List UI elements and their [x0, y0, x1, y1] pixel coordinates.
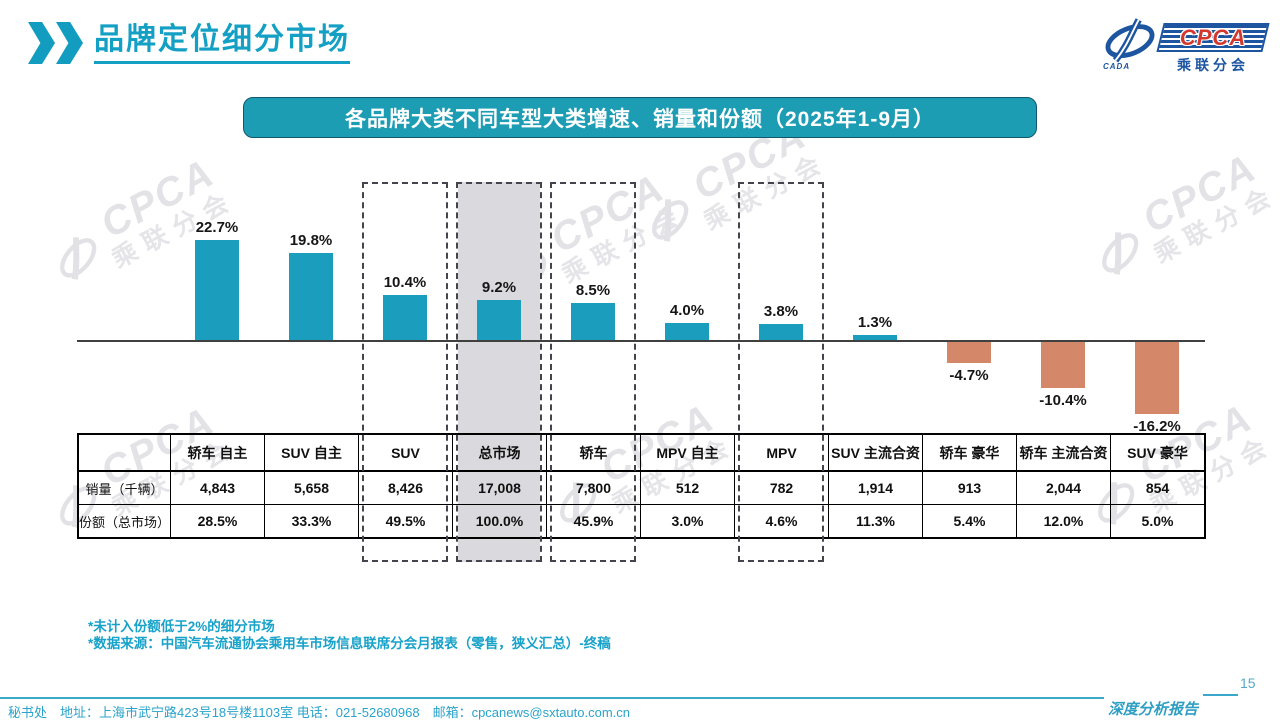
table-cell-share: 49.5% — [358, 505, 452, 537]
bar-轿车 主流合资 — [1041, 342, 1085, 389]
table-cell-share: 3.0% — [640, 505, 734, 537]
bar-value-label: 1.3% — [857, 314, 893, 332]
table-cell-share: 33.3% — [264, 505, 358, 537]
bar-MPV 自主 — [665, 323, 709, 341]
table-header-cell: MPV 自主 — [640, 435, 734, 470]
bar-轿车 自主 — [195, 239, 239, 341]
table-header-cell: MPV — [734, 435, 828, 470]
footnote-1: *未计入份额低于2%的细分市场 — [88, 619, 275, 634]
bar-value-label: 4.0% — [669, 302, 705, 320]
bar-轿车 豪华 — [947, 342, 991, 363]
bar-value-label: 9.2% — [481, 279, 517, 297]
footer-divider — [0, 697, 1104, 699]
table-header-cell: SUV 自主 — [264, 435, 358, 470]
bar-SUV 豪华 — [1135, 342, 1179, 415]
footer-contact: 秘书处 地址：上海市武宁路423号18号楼1103室 电话：021-526809… — [8, 705, 631, 720]
table-cell-sales: 7,800 — [546, 472, 640, 504]
chart-title-banner: 各品牌大类不同车型大类增速、销量和份额（2025年1-9月） — [243, 97, 1037, 138]
bar-value-label: 19.8% — [289, 231, 333, 249]
bar-MPV — [759, 324, 803, 341]
bar-总市场 — [477, 300, 521, 341]
table-cell-share: 100.0% — [452, 505, 546, 537]
bar-SUV 自主 — [289, 252, 333, 341]
table-share-row: 份额（总市场） 28.5% 33.3% 49.5% 100.0% 45.9% 3.0% 4.6… — [79, 504, 1204, 537]
table-row-label: 份额（总市场） — [79, 514, 171, 530]
table-header-cell: SUV 豪华 — [1110, 435, 1204, 470]
table-cell-sales: 8,426 — [358, 472, 452, 504]
table-cell-sales: 512 — [640, 472, 734, 504]
swoosh-oval-icon — [1105, 18, 1155, 63]
bar-轿车 — [571, 303, 615, 341]
table-header-cell: 轿车 豪华 — [922, 435, 1016, 470]
table-cell-sales: 4,843 — [170, 472, 264, 504]
bar-value-label: -4.7% — [949, 366, 989, 384]
cpca-wordmark-text: CPCA — [1179, 24, 1247, 50]
x-axis-line — [77, 340, 1205, 342]
table-cell-sales: 854 — [1110, 472, 1204, 504]
table-header-cell: 轿车 — [546, 435, 640, 470]
page-number: 15 — [1240, 675, 1256, 691]
table-header-cell: SUV — [358, 435, 452, 470]
table-cell-sales: 1,914 — [828, 472, 922, 504]
table-header-row: 轿车 自主 SUV 自主 SUV 总市场 轿车 MPV 自主 MPV SUV 主流合资 轿车 豪… — [79, 435, 1204, 471]
bar-value-label: 10.4% — [383, 273, 427, 291]
segment-table: 轿车 自主 SUV 自主 SUV 总市场 轿车 MPV 自主 MPV SUV 主流合资 轿车 豪… — [77, 433, 1206, 539]
table-cell-sales: 5,658 — [264, 472, 358, 504]
table-row-label — [79, 435, 170, 470]
bar-value-label: -16.2% — [1133, 418, 1181, 436]
table-row-label: 销量（千辆） — [85, 481, 164, 497]
page-title: 品牌定位细分市场 — [94, 22, 350, 64]
bar-value-label: 8.5% — [575, 282, 611, 300]
cpca-emblem-icon: CADA — [1101, 14, 1159, 74]
cada-label: CADA — [1103, 62, 1131, 71]
double-chevron-icon — [28, 22, 84, 64]
table-header-cell: SUV 主流合资 — [828, 435, 922, 470]
logo-subtitle: 乘联分会 — [1177, 57, 1249, 73]
cpca-logo: CADA CPCA 乘联分会 — [1101, 14, 1273, 78]
bar-SUV 主流合资 — [853, 335, 897, 341]
footnote-2: *数据来源：中国汽车流通协会乘用车市场信息联席分会月报表（零售，狭义汇总）-终稿 — [88, 636, 611, 651]
cpca-wordmark: CPCA — [1156, 23, 1270, 52]
table-cell-share: 12.0% — [1016, 505, 1110, 537]
chevron-right-icon — [28, 22, 55, 64]
table-cell-sales: 2,044 — [1016, 472, 1110, 504]
table-cell-share: 11.3% — [828, 505, 922, 537]
table-cell-share: 5.0% — [1110, 505, 1204, 537]
table-cell-sales: 913 — [922, 472, 1016, 504]
table-cell-share: 45.9% — [546, 505, 640, 537]
bar-SUV — [383, 294, 427, 341]
table-cell-share: 28.5% — [170, 505, 264, 537]
table-header-cell: 轿车 主流合资 — [1016, 435, 1110, 470]
table-header-cell: 轿车 自主 — [170, 435, 264, 470]
chevron-right-icon — [56, 22, 83, 64]
bar-value-label: -10.4% — [1039, 392, 1087, 410]
table-header-cell: 总市场 — [452, 435, 546, 470]
table-cell-sales: 782 — [734, 472, 828, 504]
slide-header: 品牌定位细分市场 — [28, 22, 350, 64]
chart-title: 各品牌大类不同车型大类增速、销量和份额（2025年1-9月） — [344, 107, 936, 131]
table-cell-sales: 17,008 — [452, 472, 546, 504]
footer-divider-short — [1203, 694, 1238, 696]
logo-wordmark-group: CPCA 乘联分会 — [1156, 23, 1270, 78]
table-cell-share: 4.6% — [734, 505, 828, 537]
table-cell-share: 5.4% — [922, 505, 1016, 537]
bar-value-label: 22.7% — [195, 218, 239, 236]
bar-value-label: 3.8% — [763, 303, 799, 321]
highlight-column-fill — [458, 182, 540, 562]
footnotes: *未计入份额低于2%的细分市场 *数据来源：中国汽车流通协会乘用车市场信息联席分… — [88, 618, 611, 652]
report-series-label: 深度分析报告 — [1108, 702, 1199, 718]
table-sales-row: 销量（千辆） 4,843 5,658 8,426 17,008 7,800 512 782 1,… — [79, 471, 1204, 504]
